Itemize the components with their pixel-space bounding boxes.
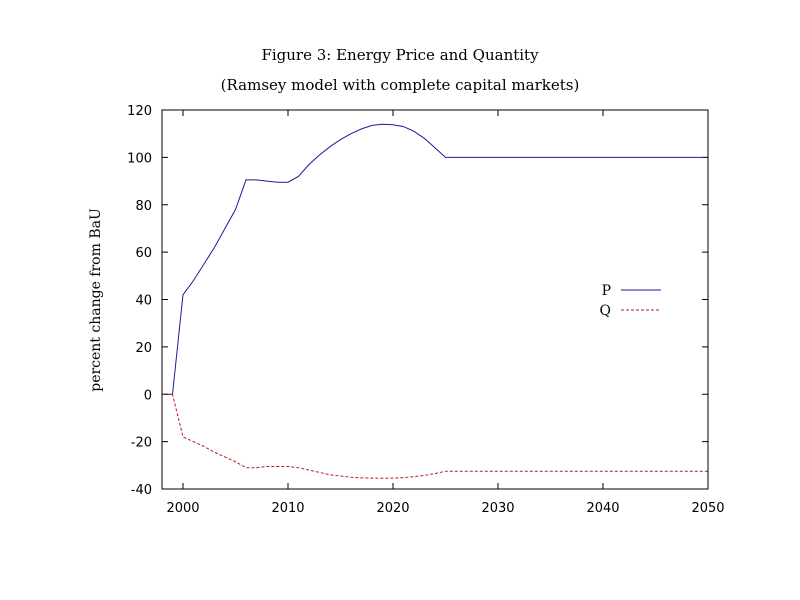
y-tick-label: -20	[131, 436, 152, 451]
x-tick-label: 2050	[691, 501, 724, 516]
x-tick-label: 2000	[166, 501, 199, 516]
y-tick-label: 80	[135, 199, 152, 214]
y-tick-label: 0	[144, 388, 152, 403]
y-tick-label: -40	[131, 483, 152, 498]
series-line-p	[162, 123, 708, 395]
x-tick-label: 2030	[481, 501, 514, 516]
x-tick-label: 2020	[376, 501, 409, 516]
y-tick-label: 40	[135, 294, 152, 309]
plot-frame	[161, 109, 709, 490]
y-tick-label: 120	[127, 104, 152, 119]
y-tick-label: 20	[135, 341, 152, 356]
y-axis-label: percent change from BaU	[88, 208, 104, 392]
series-line-q	[162, 393, 708, 479]
y-tick-label: 100	[127, 151, 152, 166]
y-tick-label: 60	[135, 246, 152, 261]
x-tick-label: 2010	[271, 501, 304, 516]
legend-label-q: Q	[600, 303, 611, 319]
x-tick-label: 2040	[586, 501, 619, 516]
legend-label-p: P	[602, 283, 611, 299]
chart-subtitle: (Ramsey model with complete capital mark…	[221, 76, 580, 94]
chart-title: Figure 3: Energy Price and Quantity	[261, 46, 539, 64]
